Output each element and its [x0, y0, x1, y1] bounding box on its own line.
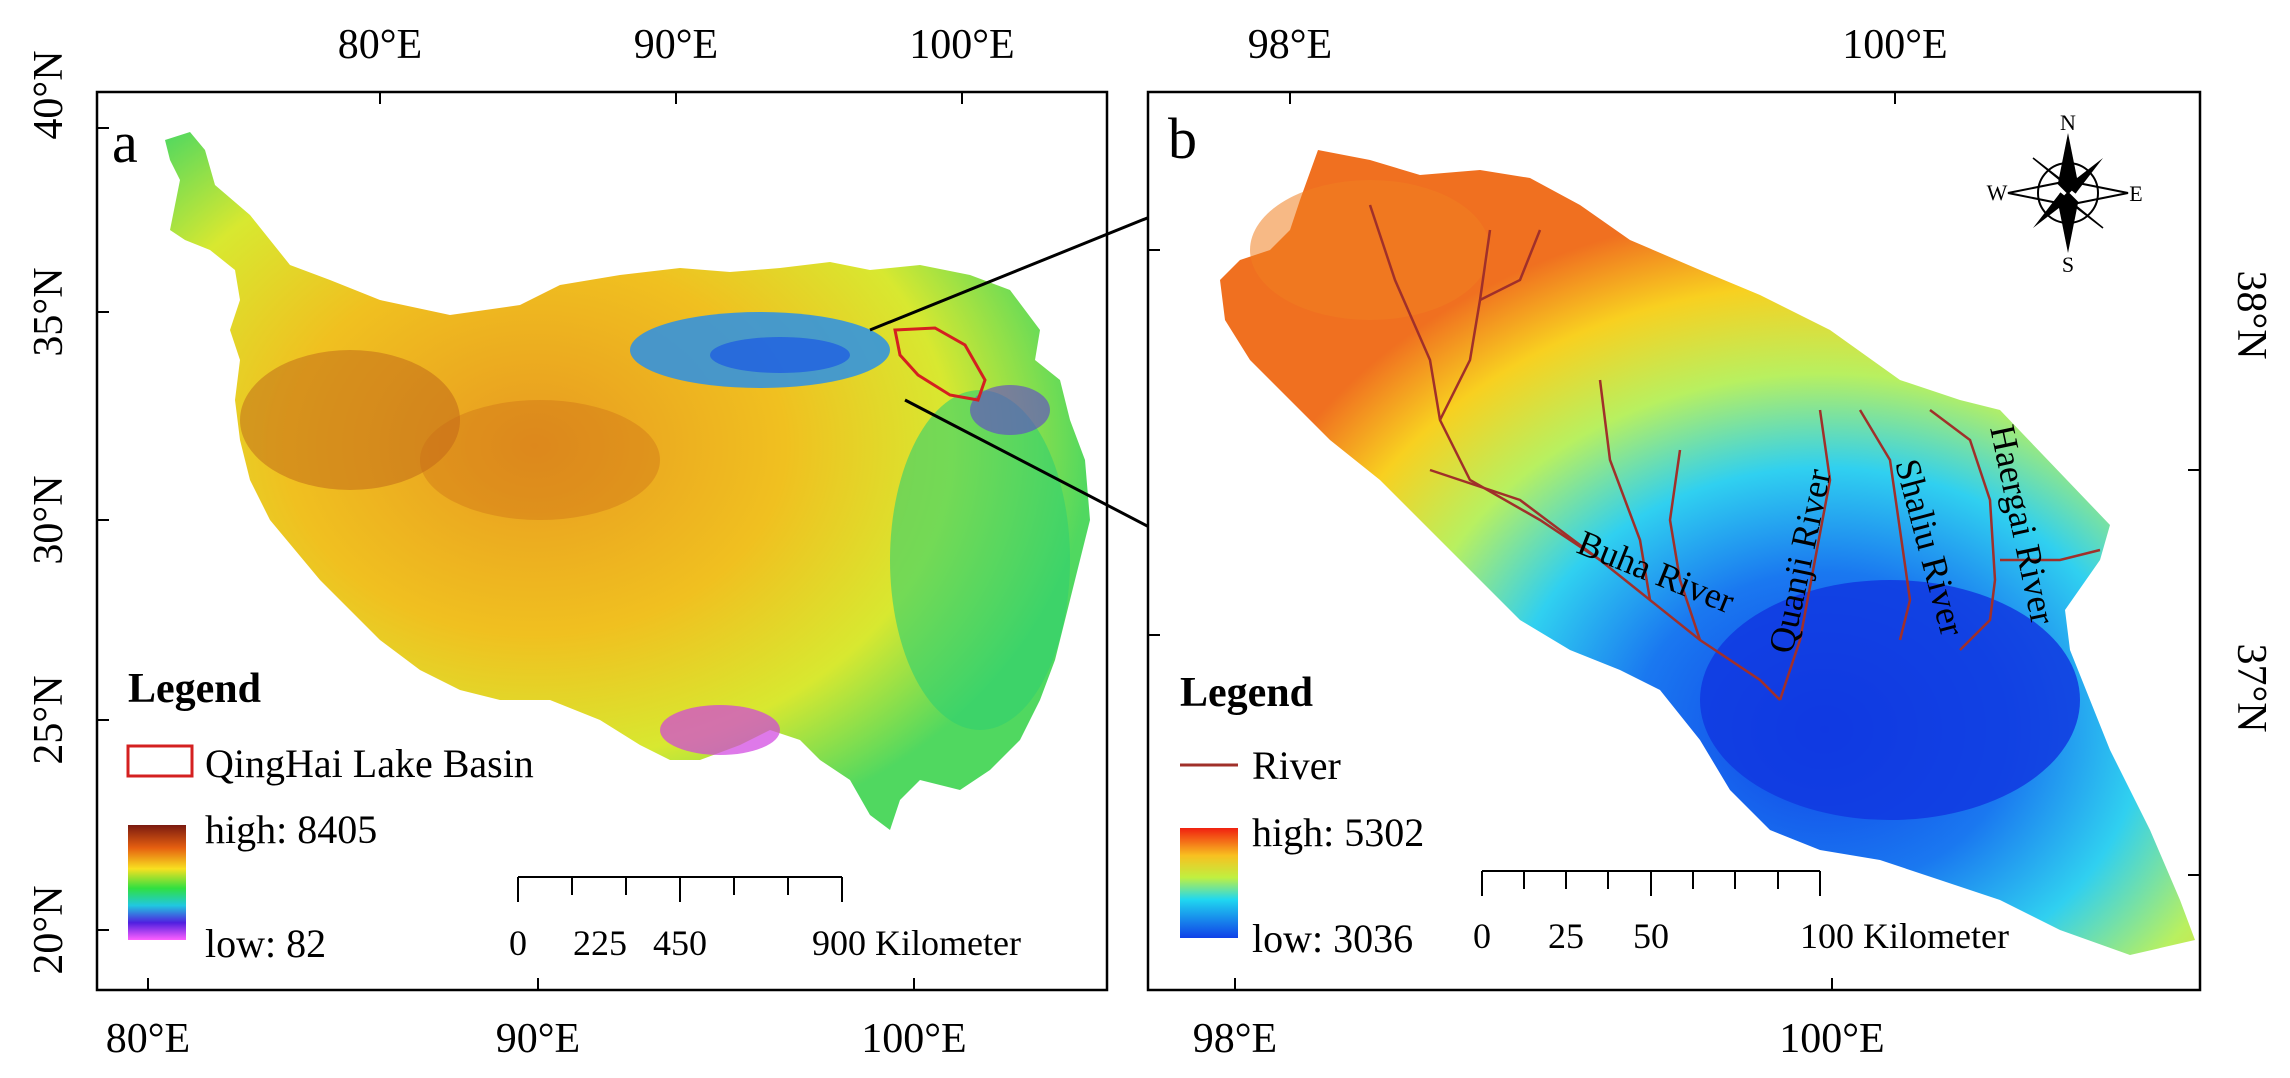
- buha-river-tributary: [1429, 468, 1601, 561]
- qinghai-lake: [1700, 580, 2080, 820]
- elevation-low-label: low: 82: [205, 921, 326, 966]
- panel-b-bottom-tick-label: 98°E: [1193, 1016, 1277, 1062]
- legend-title: Legend: [128, 666, 261, 712]
- buha-river: [1368, 204, 1781, 701]
- scale-label: 50: [1633, 916, 1669, 956]
- compass-rose-icon: [2007, 133, 2129, 253]
- panel-a-bottom-ticks: [147, 978, 915, 990]
- panel-b-right-tick-label: 38°N: [2228, 270, 2274, 359]
- panel-a-left-tick-label: 35°N: [26, 267, 72, 356]
- qaidam-basin-inner: [710, 337, 850, 373]
- elevation-ramp-b: [1180, 828, 1238, 938]
- panel-a-left-ticks: [97, 127, 109, 931]
- panel-b-right-ticks: [2188, 469, 2200, 876]
- panel-b-label: b: [1168, 106, 1197, 171]
- compass-s: S: [2062, 252, 2074, 277]
- scale-label: 0: [509, 923, 527, 963]
- panel-a-label: a: [112, 110, 138, 175]
- panel-b: Buha River Quanji River Shaliu River Hae…: [1146, 22, 2274, 1062]
- scale-label: 900 Kilometer: [812, 923, 1021, 963]
- panel-a-scale-bar: [517, 876, 843, 902]
- buha-river-tributary: [1479, 229, 1542, 302]
- west-high: [240, 350, 460, 490]
- haergai-river: [1929, 409, 1997, 651]
- panel-b-top-tick-label: 98°E: [1248, 22, 1332, 68]
- panel-a-bottom-tick-label: 100°E: [861, 1016, 966, 1062]
- east-tributary: [2000, 548, 2101, 562]
- northwest-highlands: [1250, 180, 1490, 320]
- panel-a-bottom-tick-label: 90°E: [496, 1016, 580, 1062]
- panel-a-left-tick-label: 20°N: [26, 885, 72, 974]
- qinghai-basin-dem: [1220, 150, 2195, 955]
- panel-a-bottom-tick-label: 80°E: [106, 1016, 190, 1062]
- quanji-river: [1778, 409, 1832, 701]
- panel-a-legend: Legend QingHai Lake Basin high: 8405 low…: [126, 666, 534, 966]
- elevation-high-label: high: 8405: [205, 807, 377, 852]
- river-legend-label: River: [1252, 743, 1341, 788]
- south-east-lowland: [890, 390, 1070, 730]
- panel-a-left-tick-label: 40°N: [26, 50, 72, 139]
- compass-e: E: [2129, 181, 2142, 206]
- scale-label: 100 Kilometer: [1800, 916, 2009, 956]
- scale-label: 25: [1548, 916, 1584, 956]
- elevation-ramp-a: [128, 825, 186, 940]
- panel-b-left-ticks: [1148, 249, 1160, 636]
- panel-b-bottom-ticks: [1234, 978, 1833, 990]
- basin-legend-label: QingHai Lake Basin: [205, 741, 534, 786]
- central-high: [420, 400, 660, 520]
- buha-river-tributary: [1438, 229, 1492, 421]
- panel-a-left-tick-label: 25°N: [26, 675, 72, 764]
- river-network: [1368, 204, 2101, 701]
- shaliu-river: [1858, 409, 1912, 641]
- panel-b-top-ticks: [1289, 92, 1896, 104]
- compass-w: W: [1987, 180, 2008, 205]
- himalaya-low: [660, 705, 780, 755]
- basin-legend-swatch: [126, 744, 194, 778]
- panel-b-legend: Legend River high: 5302 low: 3036: [1180, 670, 1424, 961]
- scale-label: 450: [653, 923, 707, 963]
- buha-river-tributary: [1598, 379, 1652, 601]
- panel-b-bottom-tick-label: 100°E: [1779, 1016, 1884, 1062]
- panel-b-right-tick-label: 37°N: [2228, 643, 2274, 732]
- panel-b-scale-bar: [1481, 870, 1821, 896]
- panel-a-top-ticks: [379, 92, 963, 104]
- northeast-lowland: [970, 385, 1050, 435]
- panel-b-top-tick-label: 100°E: [1842, 22, 1947, 68]
- panel-a-left-tick-label: 30°N: [26, 475, 72, 564]
- tibetan-plateau-dem: [165, 132, 1090, 830]
- panel-a: a 80°E 90°E 100°E 80°E 90°E 100°E 40°N 3…: [26, 22, 1109, 1062]
- panel-a-top-tick-label: 80°E: [338, 22, 422, 68]
- qinghai-lake-basin-outline: [893, 326, 987, 402]
- elevation-high-label: high: 5302: [1252, 810, 1424, 855]
- panel-a-top-tick-label: 100°E: [909, 22, 1014, 68]
- scale-label: 0: [1473, 916, 1491, 956]
- buha-river-tributary: [1668, 449, 1702, 641]
- elevation-low-label: low: 3036: [1252, 916, 1413, 961]
- panel-a-top-tick-label: 90°E: [634, 22, 718, 68]
- scale-label: 225: [573, 923, 627, 963]
- plateau-shape: [165, 132, 1090, 830]
- compass-n: N: [2060, 110, 2076, 135]
- legend-title: Legend: [1180, 670, 1313, 716]
